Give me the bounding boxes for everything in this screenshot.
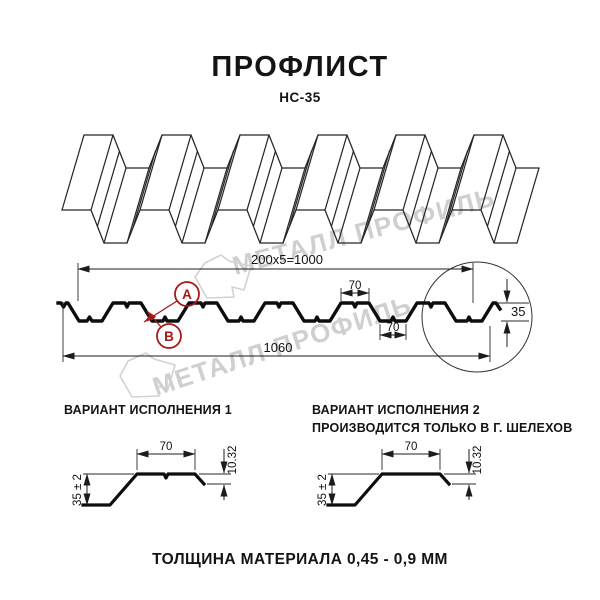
svg-text:35 ± 2: 35 ± 2 (72, 474, 84, 506)
svg-text:А: А (182, 287, 192, 302)
svg-text:70: 70 (349, 280, 362, 292)
variant-2-heading-line1: ВАРИАНТ ИСПОЛНЕНИЯ 2 (312, 403, 480, 417)
svg-text:70: 70 (387, 322, 400, 334)
variant-1-dim-width: 70 (136, 441, 196, 470)
dim-bottom-flange: 70 (379, 322, 407, 340)
svg-text:1060: 1060 (264, 340, 293, 355)
variant-1-drawing: 70 10.32 35 ± 2 (72, 441, 239, 507)
variant-1-heading: ВАРИАНТ ИСПОЛНЕНИЯ 1 (64, 402, 232, 420)
variant-2-heading: ВАРИАНТ ИСПОЛНЕНИЯ 2 ПРОИЗВОДИТСЯ ТОЛЬКО… (312, 402, 572, 437)
variant-1-dim-edge: 10.32 (199, 446, 239, 500)
svg-text:10.32: 10.32 (227, 446, 239, 475)
svg-text:200x5=1000: 200x5=1000 (251, 252, 323, 267)
variant-2-dim-edge: 10.32 (444, 446, 484, 500)
callout-b: В (146, 310, 182, 349)
cross-section: 200x5=1000 70 70 1060 (56, 252, 533, 373)
svg-text:35 ± 2: 35 ± 2 (317, 474, 329, 506)
svg-text:35: 35 (511, 304, 525, 319)
svg-text:70: 70 (160, 441, 173, 453)
thickness-note: ТОЛЩИНА МАТЕРИАЛА 0,45 - 0,9 ММ (152, 551, 448, 568)
variant-1-profile (81, 472, 207, 507)
variant-2-heading-line2: ПРОИЗВОДИТСЯ ТОЛЬКО В Г. ШЕЛЕХОВ (312, 420, 573, 435)
page-title: ПРОФЛИСТ (211, 51, 389, 83)
variant-2-drawing: 70 10.32 35 ± 2 (317, 441, 484, 507)
dim-top-flange: 70 (340, 280, 370, 301)
svg-text:10.32: 10.32 (472, 446, 484, 475)
detail-circle (421, 261, 533, 373)
sheet-3d (61, 134, 540, 244)
variant-1-dim-height: 35 ± 2 (72, 473, 134, 506)
variant-2-dim-height: 35 ± 2 (317, 473, 379, 506)
watermark-layer: МЕТАЛЛ ПРОФИЛЬ МЕТАЛЛ ПРОФИЛЬ (119, 182, 498, 402)
dim-height: 35 (497, 279, 529, 347)
variant-2-dim-width: 70 (381, 441, 441, 470)
svg-text:В: В (164, 329, 174, 344)
dim-total-width: 1060 (62, 302, 491, 362)
profile-code: НС-35 (279, 90, 321, 105)
variant-2-profile (326, 472, 452, 507)
profile-path (56, 301, 503, 323)
variant-1-heading-line: ВАРИАНТ ИСПОЛНЕНИЯ 1 (64, 403, 232, 417)
watermark-logo-upper (194, 254, 252, 299)
svg-text:70: 70 (405, 441, 418, 453)
dim-cover-width: 200x5=1000 (77, 252, 474, 303)
